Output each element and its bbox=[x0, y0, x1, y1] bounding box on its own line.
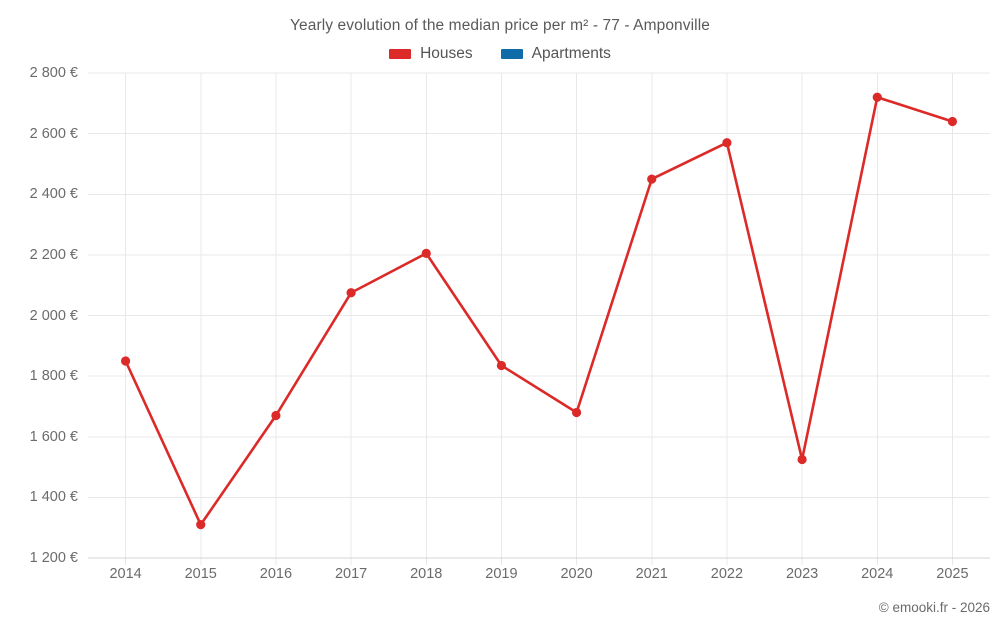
y-axis-tick-label: 2 000 € bbox=[29, 307, 78, 324]
x-axis-tick-label: 2022 bbox=[710, 566, 744, 582]
grid-lines bbox=[88, 72, 990, 565]
legend-label-houses: Houses bbox=[420, 45, 473, 62]
data-series bbox=[120, 92, 958, 530]
y-axis-tick-label: 1 600 € bbox=[29, 428, 78, 445]
y-axis-tick-label: 1 400 € bbox=[29, 489, 78, 506]
y-axis-tick-label: 2 800 € bbox=[29, 65, 78, 81]
x-axis-tick-label: 2021 bbox=[635, 566, 668, 582]
data-point-marker[interactable] bbox=[647, 174, 657, 184]
legend-swatch-apartments bbox=[500, 49, 523, 59]
legend-swatch-houses bbox=[389, 49, 412, 59]
y-axis-tick-label: 2 200 € bbox=[29, 246, 78, 263]
x-axis-tick-label: 2017 bbox=[334, 566, 368, 582]
data-point-marker[interactable] bbox=[496, 360, 507, 371]
data-point-marker[interactable] bbox=[271, 410, 281, 421]
x-axis-tick-label: 2015 bbox=[184, 566, 217, 582]
data-point-marker[interactable] bbox=[797, 454, 807, 465]
data-point-marker[interactable] bbox=[571, 407, 582, 418]
data-point-marker[interactable] bbox=[872, 92, 882, 102]
x-axis-tick-label: 2024 bbox=[861, 566, 894, 582]
x-axis-tick-label: 2023 bbox=[785, 566, 819, 582]
legend-label-apartments: Apartments bbox=[531, 45, 611, 62]
y-axis-tick-label: 2 600 € bbox=[29, 125, 78, 142]
chart-title: Yearly evolution of the median price per… bbox=[290, 17, 710, 34]
data-point-marker[interactable] bbox=[722, 138, 732, 148]
y-axis-tick-label: 2 400 € bbox=[29, 186, 78, 203]
data-point-marker[interactable] bbox=[120, 356, 131, 366]
legend-item-houses[interactable]: Houses bbox=[389, 45, 473, 63]
chart-legend: Houses Apartments bbox=[0, 45, 1000, 63]
data-point-marker[interactable] bbox=[346, 288, 356, 298]
x-axis-tick-label: 2014 bbox=[109, 566, 142, 582]
y-axis-tick-label: 1 200 € bbox=[29, 550, 78, 566]
data-point-marker[interactable] bbox=[196, 520, 206, 530]
data-point-marker[interactable] bbox=[947, 116, 958, 127]
legend-item-apartments[interactable]: Apartments bbox=[500, 45, 611, 63]
data-point-marker[interactable] bbox=[421, 248, 431, 258]
y-axis-tick-label: 1 800 € bbox=[29, 368, 78, 385]
x-axis-tick-label: 2016 bbox=[259, 566, 293, 582]
credit-text: © emooki.fr - 2026 bbox=[878, 600, 990, 615]
x-axis-tick-label: 2025 bbox=[936, 566, 969, 582]
x-axis-tick-label: 2019 bbox=[485, 566, 518, 582]
x-axis-tick-label: 2020 bbox=[560, 566, 593, 582]
series-line-houses bbox=[124, 95, 954, 526]
x-axis-tick-label: 2018 bbox=[410, 566, 443, 582]
